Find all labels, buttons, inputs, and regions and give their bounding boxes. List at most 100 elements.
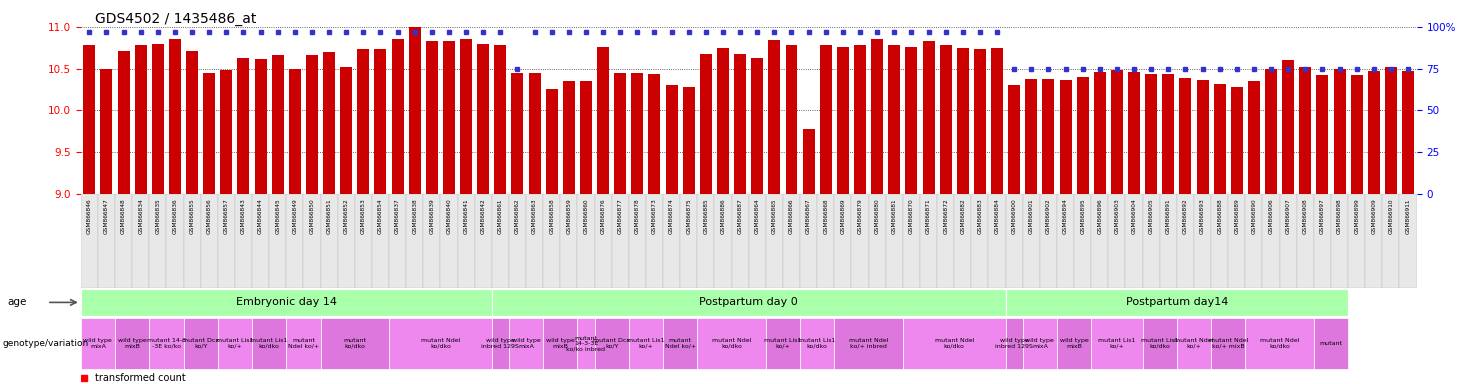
Text: GSM866841: GSM866841	[464, 199, 468, 234]
Text: GSM866899: GSM866899	[1353, 199, 1359, 234]
Bar	[407, 194, 423, 288]
Bar	[1142, 194, 1160, 288]
Bar	[903, 194, 920, 288]
Bar	[186, 51, 198, 194]
Bar	[818, 194, 834, 288]
Bar	[680, 194, 697, 288]
Text: wild type
mixB: wild type mixB	[546, 338, 574, 349]
Text: GSM866858: GSM866858	[549, 199, 555, 234]
Text: mutant: mutant	[1320, 341, 1343, 346]
Bar	[81, 194, 98, 288]
Bar	[1402, 71, 1414, 194]
Bar	[614, 73, 627, 194]
Bar	[1229, 194, 1245, 288]
Text: mutant Lis1
ko/+: mutant Lis1 ko/+	[1098, 338, 1136, 349]
Bar	[697, 194, 715, 288]
Bar	[782, 194, 800, 288]
Bar	[1331, 194, 1348, 288]
Text: GSM866842: GSM866842	[480, 199, 486, 234]
Bar	[135, 45, 147, 194]
Bar	[426, 41, 437, 194]
Text: transformed count: transformed count	[95, 373, 186, 383]
Bar	[869, 194, 885, 288]
Bar	[700, 54, 712, 194]
Bar	[543, 318, 577, 369]
Bar	[1193, 194, 1211, 288]
Text: GSM866843: GSM866843	[241, 199, 247, 234]
Text: mutant Lis1
ko/+: mutant Lis1 ko/+	[627, 338, 665, 349]
Text: GSM866907: GSM866907	[1286, 199, 1290, 234]
Text: GSM866844: GSM866844	[258, 199, 263, 234]
Text: GSM866875: GSM866875	[686, 199, 691, 234]
Bar	[81, 318, 115, 369]
Bar	[1023, 318, 1057, 369]
Text: wild type
inbred 129S: wild type inbred 129S	[995, 338, 1033, 349]
Bar	[803, 129, 815, 194]
Bar	[1262, 194, 1280, 288]
Bar	[1108, 194, 1126, 288]
Bar	[697, 318, 766, 369]
Bar	[1091, 194, 1108, 288]
Bar	[800, 194, 818, 288]
Bar	[1296, 194, 1314, 288]
Text: GSM866903: GSM866903	[1114, 199, 1120, 234]
Text: GSM866900: GSM866900	[1011, 199, 1017, 234]
Text: mutant Lis1
ko/dko: mutant Lis1 ko/dko	[251, 338, 288, 349]
Text: GSM866857: GSM866857	[223, 199, 229, 234]
Bar	[217, 318, 252, 369]
Bar	[1142, 318, 1177, 369]
Text: GSM866870: GSM866870	[909, 199, 915, 234]
Bar	[749, 194, 766, 288]
Bar	[392, 40, 404, 194]
Text: age: age	[7, 297, 26, 308]
Bar	[903, 318, 1006, 369]
Text: GSM866911: GSM866911	[1405, 199, 1411, 234]
Text: mutant Lis1
ko/dko: mutant Lis1 ko/dko	[799, 338, 835, 349]
Text: GSM866884: GSM866884	[994, 199, 1000, 234]
Bar	[837, 47, 849, 194]
Bar	[1057, 194, 1075, 288]
Bar	[1399, 194, 1417, 288]
Bar	[1039, 194, 1057, 288]
Text: GSM866849: GSM866849	[292, 199, 298, 234]
Text: GSM866861: GSM866861	[498, 199, 504, 234]
Bar	[305, 55, 319, 194]
Bar	[509, 318, 543, 369]
Text: GSM866863: GSM866863	[531, 199, 537, 234]
Bar	[443, 41, 455, 194]
Bar	[854, 45, 866, 194]
Text: GSM866872: GSM866872	[942, 199, 948, 234]
Text: GSM866856: GSM866856	[207, 199, 211, 234]
Bar	[1006, 318, 1023, 369]
Text: GSM866889: GSM866889	[1235, 199, 1239, 234]
Bar	[546, 89, 558, 194]
Text: GSM866876: GSM866876	[600, 199, 606, 234]
Text: mutant Ndel
ko/+ mixB: mutant Ndel ko/+ mixB	[1208, 338, 1248, 349]
Text: GSM866867: GSM866867	[806, 199, 812, 234]
Bar	[597, 47, 609, 194]
Bar	[834, 194, 851, 288]
Text: mutant Ndel
ko/dko: mutant Ndel ko/dko	[935, 338, 973, 349]
Bar	[1282, 60, 1295, 194]
Bar	[1280, 194, 1296, 288]
Bar	[1075, 194, 1091, 288]
Text: wild type
mixA: wild type mixA	[512, 338, 540, 349]
Bar	[543, 194, 561, 288]
Bar	[1384, 67, 1398, 194]
Bar	[1023, 194, 1039, 288]
Bar	[492, 318, 509, 369]
Text: GSM866879: GSM866879	[857, 199, 863, 234]
Text: mutant Ndel
ko/+ inbred: mutant Ndel ko/+ inbred	[849, 338, 888, 349]
Bar	[1348, 194, 1365, 288]
Bar	[169, 40, 181, 194]
Text: GSM866854: GSM866854	[377, 199, 383, 234]
Text: GSM866874: GSM866874	[669, 199, 674, 234]
Bar	[1163, 74, 1174, 194]
Text: mutant 14-3
-3E ko/ko: mutant 14-3 -3E ko/ko	[147, 338, 186, 349]
Bar	[166, 194, 184, 288]
Bar	[1057, 318, 1091, 369]
Bar	[851, 194, 869, 288]
Bar	[117, 51, 129, 194]
Text: GSM866885: GSM866885	[703, 199, 709, 234]
Bar	[595, 318, 628, 369]
